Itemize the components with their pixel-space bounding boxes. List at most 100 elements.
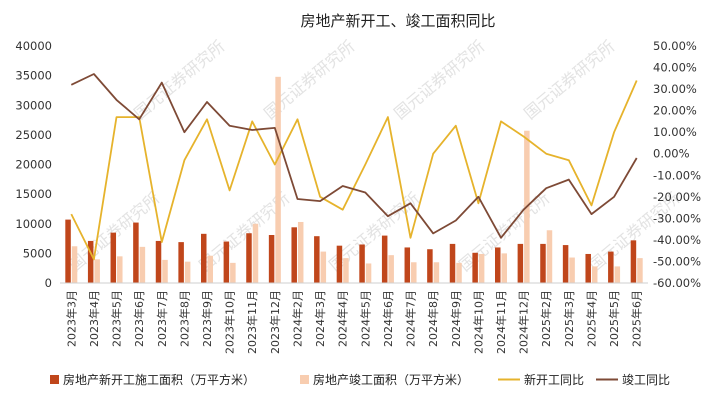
completed-area-bar — [365, 263, 372, 283]
watermark-text: 国元证券研究所 — [520, 37, 618, 124]
completed-area-bar — [207, 255, 213, 283]
x-tick-label: 2023年11月 — [245, 290, 259, 354]
start-area-bar — [449, 243, 456, 283]
left-axis: 0 5000 10000 15000 20000 25000 30000 35000 40000 — [15, 39, 52, 290]
legend-swatch — [300, 375, 309, 384]
x-tick-label: 2024年6月 — [381, 290, 395, 347]
completed-area-bar — [456, 262, 462, 283]
right-tick-label: -30.00% — [653, 211, 701, 225]
right-tick-label: -20.00% — [653, 190, 701, 204]
start-area-bar — [585, 253, 591, 283]
x-tick-label: 2023年10月 — [223, 290, 237, 354]
start-area-bar — [133, 222, 139, 283]
start-area-bar — [427, 249, 433, 283]
x-tick-label: 2025年3月 — [562, 290, 576, 347]
legend-swatch — [50, 375, 59, 384]
x-tick-label: 2023年9月 — [200, 290, 214, 347]
completed-area-bar — [275, 76, 281, 283]
chart-title: 房地产新开工、竣工面积同比 — [300, 12, 495, 30]
x-tick-label: 2023年12月 — [268, 290, 282, 354]
x-tick-label: 2025年5月 — [607, 290, 621, 347]
watermark-layer: 国元证券研究所 国元证券研究所 国元证券研究所 国元证券研究所 国元证券研究所国元证券研… — [65, 37, 683, 276]
start-area-bar — [472, 252, 478, 283]
right-axis: -60.00% -50.00% -40.00% -30.00% -20.00% -10.0… — [653, 39, 701, 290]
right-tick-label: -10.00% — [653, 168, 701, 182]
x-tick-label: 2024年12月 — [517, 290, 531, 354]
legend-label: 房地产新开工施工面积（万平方米） — [63, 372, 255, 387]
completed-area-bar — [343, 258, 349, 283]
start-area-bar — [359, 244, 365, 283]
x-tick-label: 2023年6月 — [132, 290, 146, 347]
start-area-bar — [155, 240, 162, 283]
completed-area-bar — [569, 257, 575, 283]
x-tick-label: 2023年5月 — [110, 290, 124, 347]
watermark-text: 国元证券研究所 — [390, 37, 488, 124]
new-start-yoy-line — [70, 80, 638, 261]
start-area-bar — [562, 245, 569, 283]
x-tick-label: 2023年7月 — [155, 290, 169, 347]
right-tick-label: 10.00% — [653, 125, 697, 139]
completed-area-bar — [637, 258, 643, 283]
start-area-bar — [336, 245, 343, 283]
completed-area-bar — [546, 230, 553, 283]
start-area-bar — [246, 233, 252, 283]
left-tick-label: 15000 — [15, 187, 52, 201]
completed-area-bar — [614, 266, 621, 283]
x-tick-label: 2024年3月 — [313, 290, 327, 347]
start-area-bar — [314, 236, 320, 283]
completed-area-bar — [94, 259, 100, 283]
left-tick-label: 35000 — [15, 69, 52, 83]
completed-area-bar — [478, 253, 485, 283]
completed-area-bar — [501, 253, 507, 283]
completed-area-bar — [297, 221, 304, 283]
completed-area-bar — [162, 259, 168, 283]
right-tick-label: 0.00% — [653, 147, 690, 161]
start-area-bar — [178, 242, 184, 283]
x-tick-label: 2024年4月 — [336, 290, 350, 347]
start-area-bar — [291, 227, 297, 283]
x-tick-label: 2025年4月 — [584, 290, 598, 347]
x-tick-label: 2024年8月 — [426, 290, 440, 347]
x-tick-label: 2024年10月 — [471, 290, 485, 354]
start-area-bar — [268, 235, 275, 283]
legend-label: 竣工同比 — [622, 372, 670, 387]
right-tick-label: -40.00% — [653, 233, 701, 247]
start-area-bar — [517, 243, 524, 283]
x-tick-label: 2025年6月 — [630, 290, 644, 347]
legend-label: 新开工同比 — [524, 372, 584, 387]
start-area-bar — [404, 247, 411, 283]
completed-area-bar — [411, 262, 417, 283]
left-tick-label: 0 — [45, 276, 52, 290]
completed-area-bar — [230, 262, 236, 283]
right-tick-label: -60.00% — [653, 276, 701, 290]
completion-yoy-line — [70, 73, 638, 239]
legend: 房地产新开工施工面积（万平方米） 房地产竣工面积（万平方米） 新开工同比 竣工同比 — [50, 372, 670, 387]
completed-area-bar — [591, 266, 598, 283]
left-tick-label: 40000 — [15, 39, 52, 53]
start-area-bar — [201, 233, 207, 283]
right-tick-label: 20.00% — [653, 104, 697, 118]
completed-area-bar — [388, 255, 394, 283]
right-tick-label: -50.00% — [653, 254, 701, 268]
start-area-bar — [381, 235, 388, 283]
start-area-bar — [223, 241, 230, 283]
right-tick-label: 40.00% — [653, 61, 697, 75]
x-tick-label: 2024年7月 — [404, 290, 418, 347]
left-tick-label: 20000 — [15, 158, 52, 172]
start-area-bar — [540, 243, 546, 283]
start-area-bar — [630, 240, 637, 283]
start-area-bar — [87, 240, 94, 283]
right-tick-label: 30.00% — [653, 82, 697, 96]
left-tick-label: 10000 — [15, 217, 52, 231]
start-area-bar — [110, 232, 117, 283]
left-tick-label: 25000 — [15, 128, 52, 142]
completed-area-bar — [117, 256, 123, 283]
completed-area-bar — [71, 246, 78, 283]
left-tick-label: 30000 — [15, 98, 52, 112]
completed-area-bar — [252, 223, 259, 283]
x-tick-label: 2025年2月 — [539, 290, 553, 347]
x-tick-label: 2024年5月 — [358, 290, 372, 347]
x-tick-label: 2024年9月 — [449, 290, 463, 347]
x-tick-label: 2024年2月 — [290, 290, 304, 347]
